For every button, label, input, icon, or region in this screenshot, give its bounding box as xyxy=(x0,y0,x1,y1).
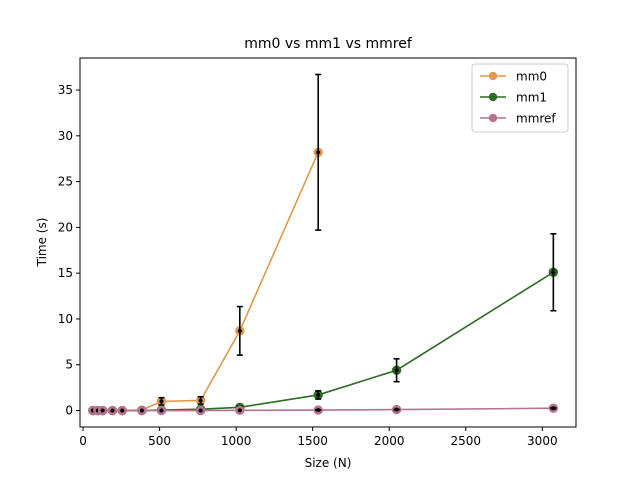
x-tick-label-5: 2500 xyxy=(451,434,482,448)
point-center-mm0-9 xyxy=(316,150,321,155)
point-center-mmref-8 xyxy=(237,408,242,413)
point-center-mmref-7 xyxy=(198,408,203,413)
x-axis-label: Size (N) xyxy=(305,456,352,470)
legend-marker-mmref xyxy=(488,113,498,123)
point-center-mm0-8 xyxy=(237,328,242,333)
point-center-mmref-5 xyxy=(139,408,144,413)
point-center-mm1-9 xyxy=(316,392,321,397)
legend-marker-mm0 xyxy=(488,71,498,81)
x-tick-label-6: 3000 xyxy=(527,434,558,448)
x-tick-label-3: 1500 xyxy=(297,434,328,448)
point-center-mmref-4 xyxy=(120,408,125,413)
legend-label-mmref: mmref xyxy=(516,112,556,126)
x-axis: 0 500 1000 1500 2000 2500 3000 xyxy=(79,427,558,448)
point-center-mmref-6 xyxy=(159,408,164,413)
legend-item-mmref: mmref xyxy=(480,112,556,126)
x-tick-label-2: 1000 xyxy=(221,434,252,448)
legend: mm0 mm1 mmref xyxy=(471,63,569,133)
point-center-mmref-11 xyxy=(551,406,556,411)
y-axis-label: Time (s) xyxy=(35,218,49,268)
point-center-mm1-10 xyxy=(394,368,399,373)
chart-title: mm0 vs mm1 vs mmref xyxy=(244,36,413,52)
point-center-mmref-3 xyxy=(110,408,115,413)
series-layer xyxy=(88,73,559,416)
point-center-mmref-9 xyxy=(316,408,321,413)
y-tick-label-2: 10 xyxy=(58,312,73,326)
point-center-mm1-11 xyxy=(551,270,556,275)
point-center-mmref-10 xyxy=(394,407,399,412)
legend-box xyxy=(471,63,569,133)
point-center-mmref-2 xyxy=(100,408,105,413)
point-center-mm0-6 xyxy=(159,399,164,404)
legend-label-mm0: mm0 xyxy=(516,70,547,84)
legend-label-mm1: mm1 xyxy=(516,91,547,105)
plot-frame xyxy=(79,57,577,428)
y-tick-label-1: 5 xyxy=(65,358,73,372)
y-tick-label-6: 30 xyxy=(58,129,73,143)
legend-marker-mm1 xyxy=(488,92,498,102)
x-tick-label-1: 500 xyxy=(148,434,171,448)
y-tick-label-0: 0 xyxy=(65,404,73,418)
y-axis: 0 5 10 15 20 25 30 35 xyxy=(58,83,80,418)
y-tick-label-7: 35 xyxy=(58,83,73,97)
y-tick-label-4: 20 xyxy=(58,220,73,234)
x-tick-label-4: 2000 xyxy=(374,434,405,448)
legend-item-mm0: mm0 xyxy=(480,70,547,84)
x-tick-label-0: 0 xyxy=(79,434,87,448)
point-center-mm0-7 xyxy=(198,398,203,403)
y-tick-label-3: 15 xyxy=(58,266,73,280)
y-tick-label-5: 25 xyxy=(58,175,73,189)
series-mmref xyxy=(88,403,559,416)
legend-item-mm1: mm1 xyxy=(480,91,547,105)
